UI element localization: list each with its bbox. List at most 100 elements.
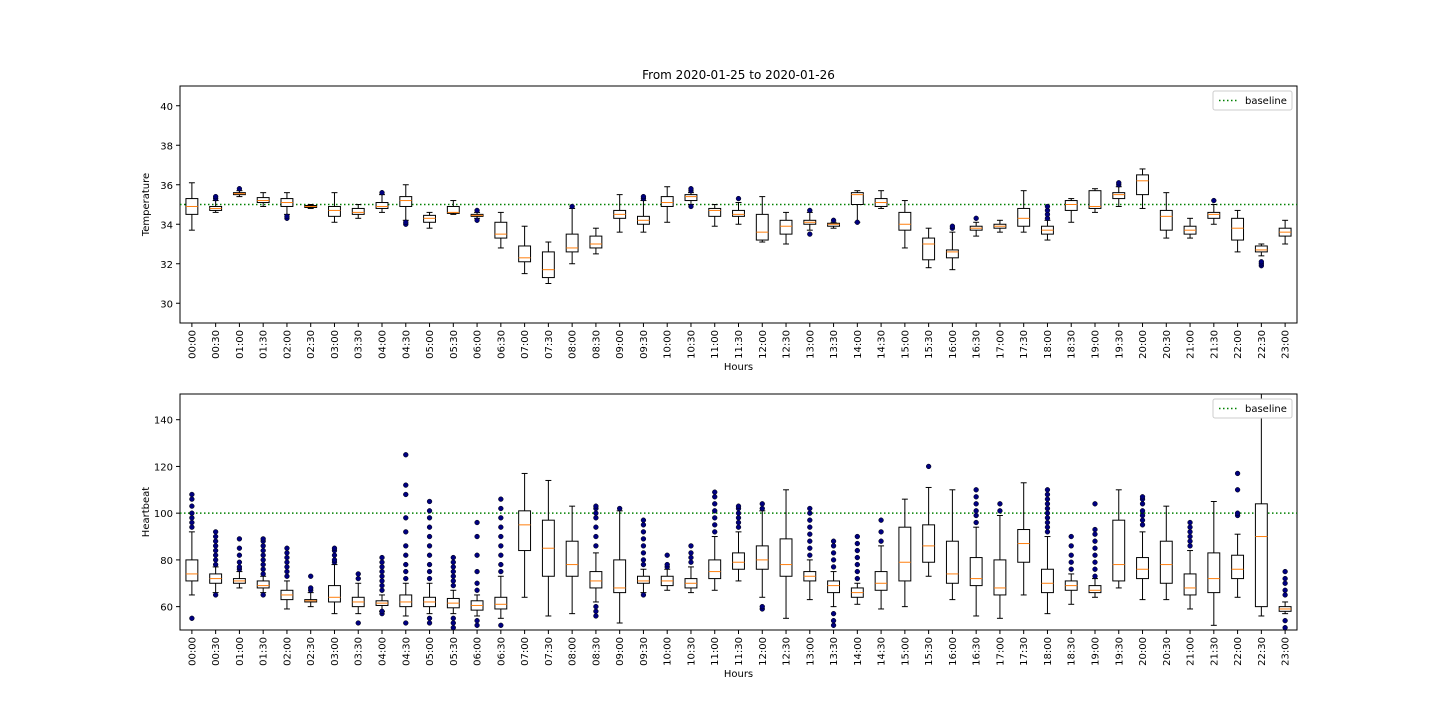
outlier-point xyxy=(450,568,456,575)
outlier-point xyxy=(426,552,433,558)
x-tick-label: 08:30 xyxy=(591,637,602,666)
outlier-point xyxy=(640,561,647,568)
x-tick-label: 19:00 xyxy=(1090,637,1101,666)
outlier-point xyxy=(403,219,409,225)
box-iqr xyxy=(779,538,793,577)
outlier-point xyxy=(1139,522,1146,528)
x-tick-label: 15:30 xyxy=(924,330,935,359)
y-tick-label: 80 xyxy=(160,556,173,567)
box-18:00 xyxy=(1041,203,1054,241)
box-iqr xyxy=(1064,200,1078,211)
x-tick-label: 23:00 xyxy=(1281,637,1292,666)
box-iqr xyxy=(256,580,270,589)
x-tick-label: 02:30 xyxy=(306,330,317,359)
x-tick-label: 13:30 xyxy=(829,637,840,666)
outlier-point xyxy=(498,524,504,530)
outlier-point xyxy=(189,491,195,498)
outlier-point xyxy=(1092,566,1098,572)
outlier-point xyxy=(1234,510,1241,516)
outlier-point xyxy=(426,524,433,530)
x-tick-label: 12:30 xyxy=(782,637,793,666)
x-tick-label: 06:00 xyxy=(473,637,484,666)
outlier-point xyxy=(1116,180,1122,186)
outlier-point xyxy=(1092,573,1098,579)
outlier-point xyxy=(403,543,409,549)
box-iqr xyxy=(732,209,745,217)
box-iqr xyxy=(1088,585,1102,594)
box-02:30 xyxy=(304,573,318,608)
outlier-point xyxy=(403,482,409,488)
outlier-point xyxy=(284,568,290,575)
outlier-point xyxy=(379,578,385,584)
x-tick-label: 22:00 xyxy=(1233,330,1244,359)
box-19:00 xyxy=(1088,188,1102,213)
outlier-point xyxy=(403,575,409,582)
outlier-point xyxy=(593,510,599,516)
outlier-point xyxy=(640,193,647,200)
box-iqr xyxy=(1136,557,1149,580)
outlier-point xyxy=(735,503,742,509)
outlier-point xyxy=(498,515,504,521)
y-tick-label: 38 xyxy=(160,141,173,152)
outlier-point xyxy=(1068,566,1074,572)
outlier-point xyxy=(878,517,884,523)
box-07:30 xyxy=(541,241,555,284)
outlier-point xyxy=(854,219,860,225)
outlier-point xyxy=(735,519,742,526)
box-04:00 xyxy=(375,190,389,213)
box-iqr xyxy=(755,545,769,570)
box-iqr xyxy=(945,249,959,259)
box-19:30 xyxy=(1112,489,1126,589)
x-tick-label: 13:30 xyxy=(829,330,840,359)
box-15:30 xyxy=(922,463,936,577)
box-10:00 xyxy=(660,552,674,591)
outlier-point xyxy=(1139,494,1146,500)
x-tick-label: 14:00 xyxy=(853,637,864,666)
outlier-point xyxy=(830,550,837,556)
box-iqr xyxy=(1254,503,1268,608)
box-13:00 xyxy=(803,207,817,237)
outlier-point xyxy=(426,533,433,540)
outlier-point xyxy=(379,564,385,570)
y-axis-label: Temperature xyxy=(141,173,152,237)
outlier-point xyxy=(973,508,979,514)
x-tick-label: 06:30 xyxy=(496,637,507,666)
outlier-point xyxy=(1282,587,1288,593)
box-06:30 xyxy=(494,211,508,249)
outlier-point xyxy=(260,547,266,554)
outlier-point xyxy=(1211,197,1217,204)
outlier-point xyxy=(593,533,599,540)
outlier-point xyxy=(997,508,1003,514)
box-05:00 xyxy=(423,498,436,626)
outlier-point xyxy=(854,575,860,582)
outlier-point xyxy=(355,575,361,582)
x-tick-label: 09:00 xyxy=(615,330,626,359)
box-22:00 xyxy=(1231,470,1245,598)
outlier-point xyxy=(426,508,433,514)
outlier-point xyxy=(450,554,456,561)
x-tick-label: 00:00 xyxy=(187,330,198,359)
outlier-point xyxy=(854,547,860,554)
box-iqr xyxy=(328,205,341,217)
outlier-point xyxy=(260,561,266,568)
box-03:30 xyxy=(351,204,365,219)
outlier-point xyxy=(450,615,456,621)
outlier-point xyxy=(260,557,266,563)
box-20:30 xyxy=(1159,192,1173,239)
box-16:00 xyxy=(945,489,959,601)
outlier-point xyxy=(284,559,290,565)
box-iqr xyxy=(779,219,793,235)
x-tick-label: 07:30 xyxy=(544,330,555,359)
box-iqr xyxy=(589,235,603,249)
box-16:30 xyxy=(969,487,983,617)
legend-box xyxy=(1212,90,1293,111)
box-14:00 xyxy=(850,190,864,225)
box-12:30 xyxy=(779,211,793,245)
box-iqr xyxy=(613,559,627,594)
x-tick-label: 10:00 xyxy=(663,330,674,359)
outlier-point xyxy=(212,529,219,535)
box-iqr xyxy=(399,594,413,608)
y-tick-label: 60 xyxy=(160,603,173,614)
box-15:30 xyxy=(922,227,936,269)
x-tick-label: 03:30 xyxy=(354,637,365,666)
